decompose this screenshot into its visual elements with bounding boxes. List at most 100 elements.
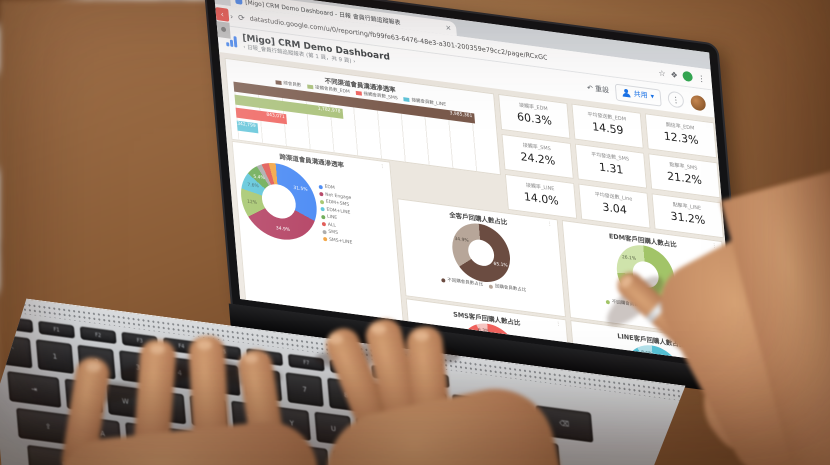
bar: 342,799 xyxy=(236,120,259,134)
bookmark-star-icon[interactable]: ☆ xyxy=(658,68,667,78)
keyboard-key: F3 xyxy=(121,332,158,350)
extensions-icon[interactable]: ❖ xyxy=(670,69,679,80)
keyboard-key: F10 xyxy=(413,370,450,388)
browser-menu-icon[interactable]: ⋮ xyxy=(697,73,706,84)
keyboard-key: 5 xyxy=(202,361,240,396)
donut-percent-label: 65.1% xyxy=(493,261,508,269)
donut: 65.1% 34.9% xyxy=(449,219,513,286)
keyboard-key: D xyxy=(167,428,205,463)
keyboard-key: = xyxy=(494,400,532,435)
donut-chart[interactable]: 65.1% 34.9% xyxy=(449,219,513,286)
keyboard-key: F xyxy=(208,433,246,465)
keyboard-key: ⇪ xyxy=(16,408,80,446)
kpi-tile[interactable]: 平均發送數_Line 3.04 xyxy=(578,183,651,229)
keyboard-key: F7 xyxy=(288,354,325,372)
legend-item: 回購會員數占比 xyxy=(488,282,527,294)
keyboard-key: F6 xyxy=(246,348,283,366)
keyboard-key: F5 xyxy=(205,343,242,361)
keyboard-key: U xyxy=(314,412,352,447)
donut: 31.5% 34.9% 12% 7.6% 5.4% xyxy=(237,158,320,245)
keyboard-key: X xyxy=(146,461,184,465)
forward-icon[interactable]: › xyxy=(229,11,234,21)
kpi-tile[interactable]: 接觸率_EDM 60.3% xyxy=(498,93,571,140)
keyboard-key: A xyxy=(84,417,122,452)
laptop: ‹ [Migo] CRM Demo Dashboard - 日報 會員行銷追蹤報… xyxy=(205,0,744,372)
keyboard-key: F2 xyxy=(80,326,117,344)
donut-percent-label: 6.3% xyxy=(477,328,490,335)
next-page-icon[interactable]: › xyxy=(352,58,356,65)
donut: 26.1% xyxy=(614,241,677,308)
keyboard-key: S xyxy=(125,422,163,457)
kpi-tile[interactable]: 開信率_EDM 12.3% xyxy=(644,113,718,159)
keyboard-key: K xyxy=(375,455,413,465)
keyboard-key: 1 xyxy=(36,339,74,374)
cross-channel-donut-card[interactable]: 跨渠道會員溝通滲透率 ⋮ 31.5% 34.9% 12% 7.6% 5.4% EDM No… xyxy=(231,140,404,322)
donut-percent-label: 12% xyxy=(246,199,258,206)
keyboard-key: R xyxy=(190,395,228,430)
keyboard-key: - xyxy=(452,394,490,429)
keyboard-key: F4 xyxy=(163,337,200,355)
keyboard-key: O xyxy=(398,423,436,458)
keyboard-key: T xyxy=(231,401,269,436)
keyboard-key: [ xyxy=(481,434,519,465)
refresh-icon[interactable]: ⟳ xyxy=(237,12,246,23)
bar-value-label: 3,985,361 xyxy=(449,111,473,120)
kpi-tile[interactable]: 點擊率_LINE 31.2% xyxy=(651,193,724,239)
keyboard-key: P xyxy=(439,428,477,463)
keyboard-key: ⇥ xyxy=(7,371,61,408)
bar-value-label: 843,071 xyxy=(266,112,286,121)
keyboard-key: Y xyxy=(273,406,311,441)
keyboard-key: ⌫ xyxy=(535,405,593,442)
keyboard-key: J xyxy=(333,450,371,465)
profile-avatar[interactable] xyxy=(682,70,693,83)
keyboard-key: E xyxy=(148,390,186,425)
reset-button[interactable]: ↶ 重設 xyxy=(586,83,610,95)
side-widget[interactable] xyxy=(216,21,231,39)
donut-chart[interactable]: 26.1% xyxy=(614,241,677,308)
report-menu-icon[interactable]: ⋮ xyxy=(667,90,685,109)
kpi-tile[interactable]: 平均發送數_EDM 14.59 xyxy=(571,103,644,149)
chevron-down-icon: ▾ xyxy=(650,92,655,101)
keyboard-key: 6 xyxy=(244,367,282,402)
keyboard-key: F1 xyxy=(38,321,75,339)
keyboard-key: 8 xyxy=(327,378,365,413)
card-menu-icons[interactable]: ⋮ xyxy=(720,342,728,350)
keyboard-key: 9 xyxy=(369,383,407,418)
keyboard-key: 3 xyxy=(119,350,157,385)
browser-window: ‹ [Migo] CRM Demo Dashboard - 日報 會員行銷追蹤報… xyxy=(213,0,736,365)
donut-percent-label: 34.9% xyxy=(275,225,291,233)
keyboard-key: ] xyxy=(522,439,560,465)
bar-value-label: 1,782,978 xyxy=(317,106,341,115)
prev-page-icon[interactable]: ‹ xyxy=(242,44,246,51)
card-menu-icons[interactable]: ⋮ xyxy=(711,242,720,250)
keyboard-key: F9 xyxy=(371,365,408,383)
kpi-tile[interactable]: 平均發送數_SMS 1.31 xyxy=(574,143,648,189)
keyboard-key: F8 xyxy=(330,359,367,377)
back-chip-icon[interactable]: ‹ xyxy=(215,7,230,22)
donut-legend: EDM Not Engage EDM+SMS EDM+LINE LINE ALL SMS SM… xyxy=(318,183,355,247)
card-menu-icons[interactable]: ⋮ xyxy=(379,163,387,171)
close-icon[interactable]: × xyxy=(445,23,452,33)
legend-item: 回購會員數占比 xyxy=(653,304,691,316)
donut-chart[interactable]: 31.5% 34.9% 12% 7.6% 5.4% xyxy=(237,158,320,245)
keyboard-key: Z xyxy=(104,455,142,465)
kpi-tile[interactable]: 接觸率_LINE 14.0% xyxy=(504,173,578,220)
person-add-icon xyxy=(622,89,631,98)
data-studio-favicon xyxy=(234,0,243,5)
card-menu-icons[interactable]: ⋮ xyxy=(547,220,555,228)
keyboard-key: G xyxy=(250,439,288,465)
kpi-tile[interactable]: 接觸率_SMS 24.2% xyxy=(501,133,574,180)
donut-percent-label: 5.4% xyxy=(253,174,266,182)
undo-icon: ↶ xyxy=(586,83,594,93)
keyboard-key: Q xyxy=(65,379,103,414)
share-button[interactable]: 共用 ▾ xyxy=(615,83,662,107)
keyboard-key: 4 xyxy=(161,356,199,391)
user-avatar[interactable] xyxy=(690,94,707,111)
card-menu-icons[interactable]: ⋮ xyxy=(555,320,563,328)
keyboard-key: H xyxy=(292,444,330,465)
donut-percent-label: 8.6% xyxy=(640,350,653,357)
bar-value-label: 342,799 xyxy=(237,121,256,130)
kpi-tile[interactable]: 點擊率_SMS 21.2% xyxy=(648,153,721,199)
keyboard-key: W xyxy=(106,384,144,419)
